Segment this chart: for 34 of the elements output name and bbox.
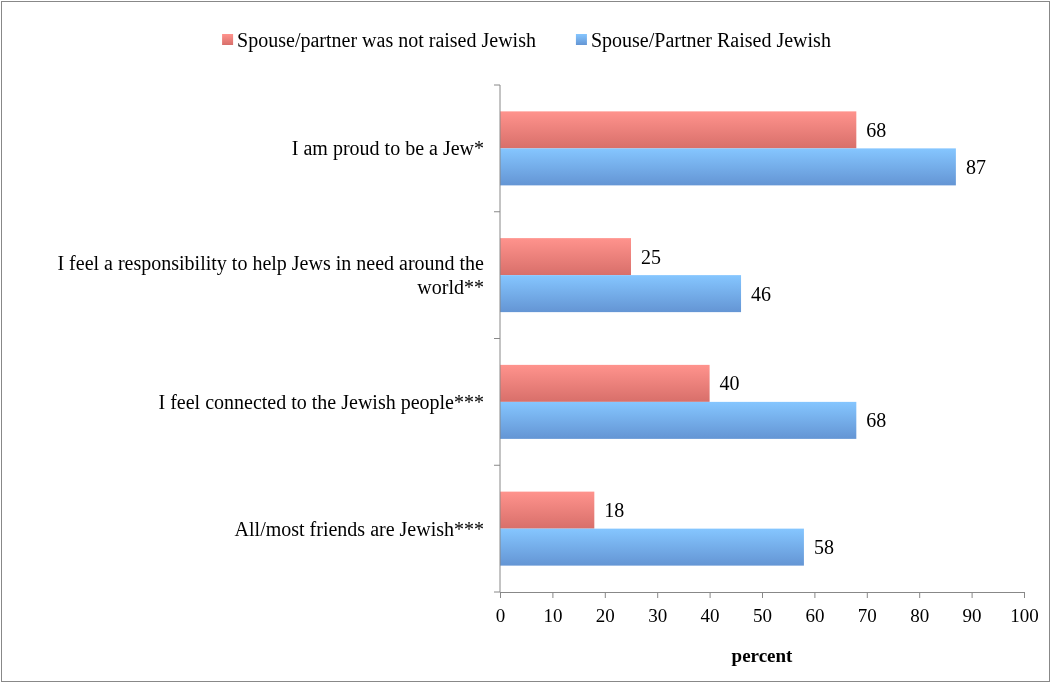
y-tick-label: I feel connected to the Jewish people*** [158, 390, 484, 414]
data-label: 25 [641, 245, 661, 268]
x-tick-label: 60 [805, 604, 825, 626]
x-tick-label: 30 [648, 604, 668, 626]
x-tick-label: 100 [1010, 604, 1039, 626]
y-tick-label: I feel a responsibility to help Jews in need around the world** [57, 252, 485, 299]
legend-label: Spouse/Partner Raised Jewish [590, 29, 831, 52]
data-label: 46 [751, 282, 772, 305]
bar [500, 111, 857, 149]
y-tick-label: All/most friends are Jewish*** [234, 517, 484, 540]
x-tick-label: 80 [910, 604, 930, 626]
bar [500, 528, 804, 566]
x-tick-label: 10 [543, 604, 563, 626]
bar [500, 148, 956, 186]
x-tick-label: 90 [962, 604, 982, 626]
bar [500, 238, 631, 276]
x-tick-label: 70 [857, 604, 877, 626]
data-label: 87 [965, 155, 986, 178]
data-label: 40 [719, 372, 740, 395]
data-label: 68 [866, 118, 887, 141]
x-tick-label: 0 [495, 604, 506, 626]
bar [500, 364, 710, 402]
bar [500, 491, 595, 529]
data-label: 18 [604, 499, 625, 522]
bar [500, 275, 742, 313]
data-label: 58 [813, 536, 834, 559]
data-label: 68 [866, 409, 887, 432]
y-tick-label: I am proud to be a Jew* [291, 137, 484, 161]
bar [500, 401, 857, 439]
x-tick-label: 40 [700, 604, 720, 626]
x-axis-title: percent [731, 645, 794, 666]
x-tick-label: 50 [753, 604, 772, 626]
x-tick-label: 20 [595, 604, 615, 626]
legend-label: Spouse/partner was not raised Jewish [237, 29, 536, 52]
